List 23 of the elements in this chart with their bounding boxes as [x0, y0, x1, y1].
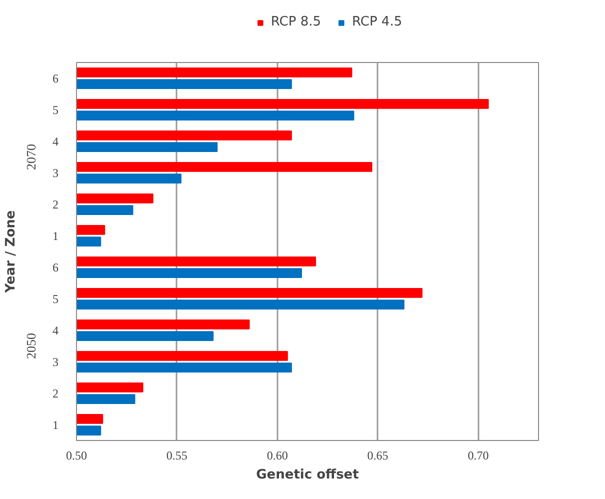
text: 2070 — [24, 144, 38, 170]
y-tick-label: 6 — [52, 71, 58, 86]
y-tick-label: 4 — [52, 134, 58, 148]
x-tick-label: 0.65 — [367, 448, 388, 462]
x-tick-label: 0.55 — [166, 448, 188, 462]
y-tick-label: 1 — [52, 228, 58, 243]
y-tick-label: 2 — [52, 386, 58, 400]
legend-label: RCP 8.5 — [270, 14, 321, 30]
y-tick-label: 2 — [52, 197, 58, 212]
x-tick-label: 0.70 — [468, 448, 489, 462]
y-tick-label: 5 — [52, 292, 58, 306]
y-tick-label: 3 — [52, 354, 58, 369]
y-tick-label: 3 — [52, 166, 58, 180]
x-tick-label: 0.60 — [266, 448, 288, 462]
legend-label: RCP 4.5 — [352, 14, 402, 30]
y-tick-label: 6 — [52, 260, 58, 274]
y-tick-label: 4 — [52, 323, 58, 338]
text: 2050 — [24, 333, 38, 359]
y-axis-title: Year / Zone — [4, 210, 18, 294]
x-tick-label: 0.50 — [66, 448, 87, 462]
y-tick-label: 5 — [52, 102, 58, 117]
x-axis-title: Genetic offset — [256, 468, 359, 482]
y-tick-label: 1 — [52, 418, 58, 432]
